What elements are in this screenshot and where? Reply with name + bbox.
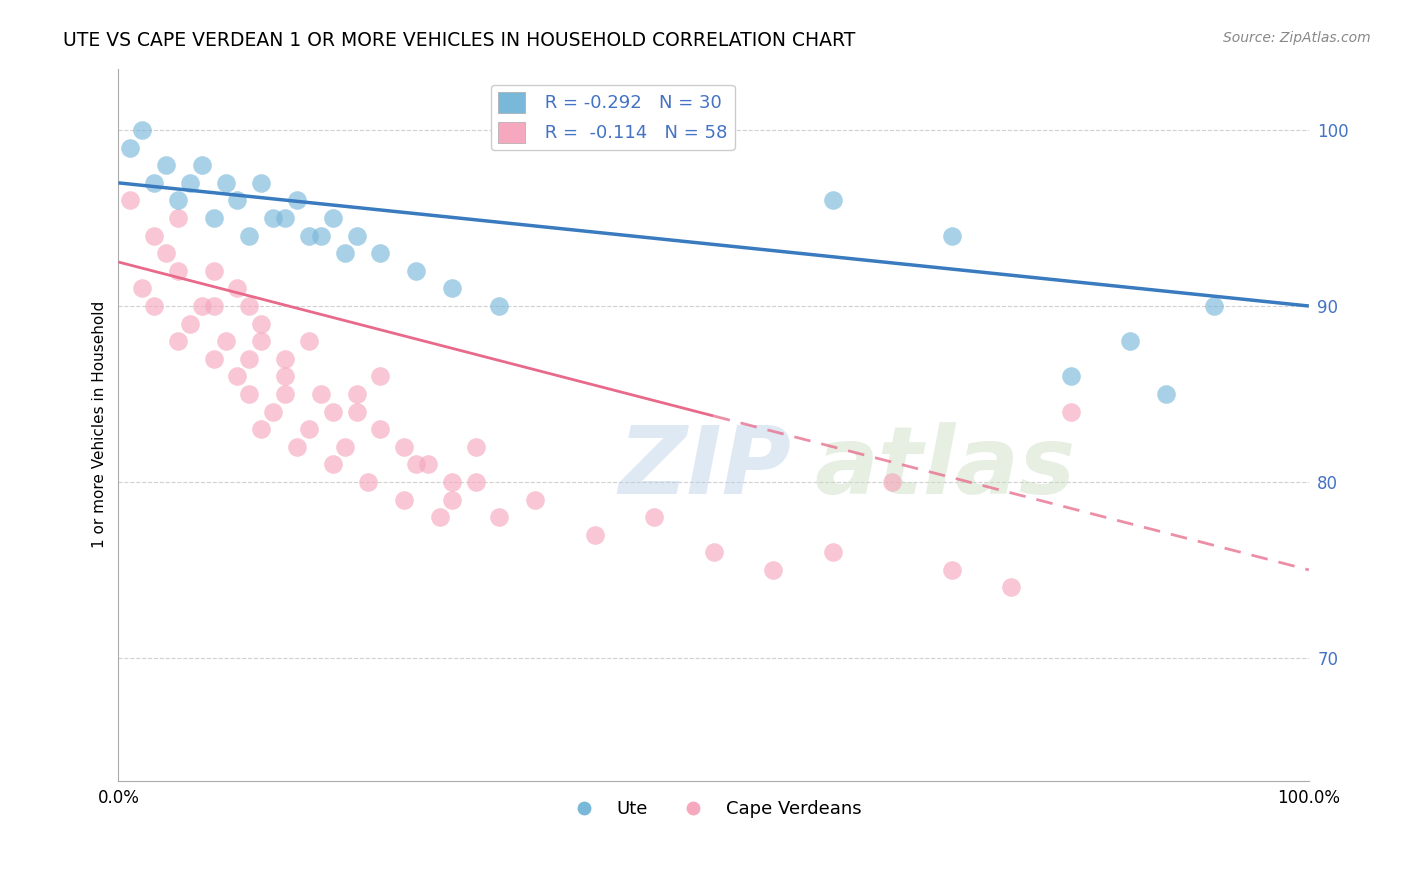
- Point: [202, 299, 225, 313]
- Point: [1119, 334, 1142, 349]
- Point: [179, 176, 201, 190]
- Point: [488, 299, 510, 313]
- Point: [488, 510, 510, 524]
- Point: [1060, 404, 1083, 418]
- Point: [120, 141, 142, 155]
- Point: [250, 422, 273, 436]
- Point: [226, 194, 249, 208]
- Point: [1000, 581, 1022, 595]
- Point: [250, 334, 273, 349]
- Point: [167, 334, 190, 349]
- Point: [167, 194, 190, 208]
- Point: [1202, 299, 1225, 313]
- Point: [882, 475, 904, 489]
- Point: [167, 211, 190, 225]
- Point: [392, 492, 415, 507]
- Point: [143, 299, 166, 313]
- Point: [333, 440, 356, 454]
- Point: [202, 264, 225, 278]
- Point: [274, 211, 297, 225]
- Point: [322, 404, 344, 418]
- Point: [214, 334, 236, 349]
- Point: [131, 123, 153, 137]
- Point: [120, 194, 142, 208]
- Point: [464, 475, 486, 489]
- Text: Source: ZipAtlas.com: Source: ZipAtlas.com: [1223, 31, 1371, 45]
- Point: [262, 404, 284, 418]
- Point: [226, 369, 249, 384]
- Point: [274, 387, 297, 401]
- Point: [285, 194, 308, 208]
- Point: [238, 387, 260, 401]
- Text: UTE VS CAPE VERDEAN 1 OR MORE VEHICLES IN HOUSEHOLD CORRELATION CHART: UTE VS CAPE VERDEAN 1 OR MORE VEHICLES I…: [63, 31, 856, 50]
- Point: [346, 228, 368, 243]
- Text: ZIP: ZIP: [619, 422, 792, 514]
- Point: [322, 458, 344, 472]
- Point: [298, 422, 321, 436]
- Point: [392, 440, 415, 454]
- Point: [405, 264, 427, 278]
- Point: [155, 246, 177, 260]
- Point: [262, 211, 284, 225]
- Point: [298, 334, 321, 349]
- Point: [131, 281, 153, 295]
- Point: [322, 211, 344, 225]
- Point: [285, 440, 308, 454]
- Point: [370, 369, 392, 384]
- Point: [202, 211, 225, 225]
- Point: [524, 492, 547, 507]
- Point: [202, 351, 225, 366]
- Point: [274, 351, 297, 366]
- Point: [238, 228, 260, 243]
- Legend: Ute, Cape Verdeans: Ute, Cape Verdeans: [558, 793, 869, 825]
- Point: [179, 317, 201, 331]
- Point: [357, 475, 380, 489]
- Point: [346, 404, 368, 418]
- Point: [1060, 369, 1083, 384]
- Point: [464, 440, 486, 454]
- Point: [155, 158, 177, 172]
- Y-axis label: 1 or more Vehicles in Household: 1 or more Vehicles in Household: [93, 301, 107, 549]
- Point: [762, 563, 785, 577]
- Point: [346, 387, 368, 401]
- Point: [370, 246, 392, 260]
- Point: [370, 422, 392, 436]
- Point: [416, 458, 439, 472]
- Point: [583, 527, 606, 541]
- Point: [309, 228, 332, 243]
- Point: [821, 194, 844, 208]
- Point: [703, 545, 725, 559]
- Point: [250, 317, 273, 331]
- Text: atlas: atlas: [815, 422, 1076, 514]
- Point: [1154, 387, 1177, 401]
- Point: [643, 510, 665, 524]
- Point: [238, 299, 260, 313]
- Point: [429, 510, 451, 524]
- Point: [440, 492, 463, 507]
- Point: [941, 563, 963, 577]
- Point: [191, 299, 214, 313]
- Point: [214, 176, 236, 190]
- Point: [405, 458, 427, 472]
- Point: [309, 387, 332, 401]
- Point: [143, 176, 166, 190]
- Point: [191, 158, 214, 172]
- Point: [274, 369, 297, 384]
- Point: [167, 264, 190, 278]
- Point: [143, 228, 166, 243]
- Point: [941, 228, 963, 243]
- Point: [298, 228, 321, 243]
- Point: [440, 475, 463, 489]
- Point: [440, 281, 463, 295]
- Point: [238, 351, 260, 366]
- Point: [250, 176, 273, 190]
- Point: [333, 246, 356, 260]
- Point: [226, 281, 249, 295]
- Point: [821, 545, 844, 559]
